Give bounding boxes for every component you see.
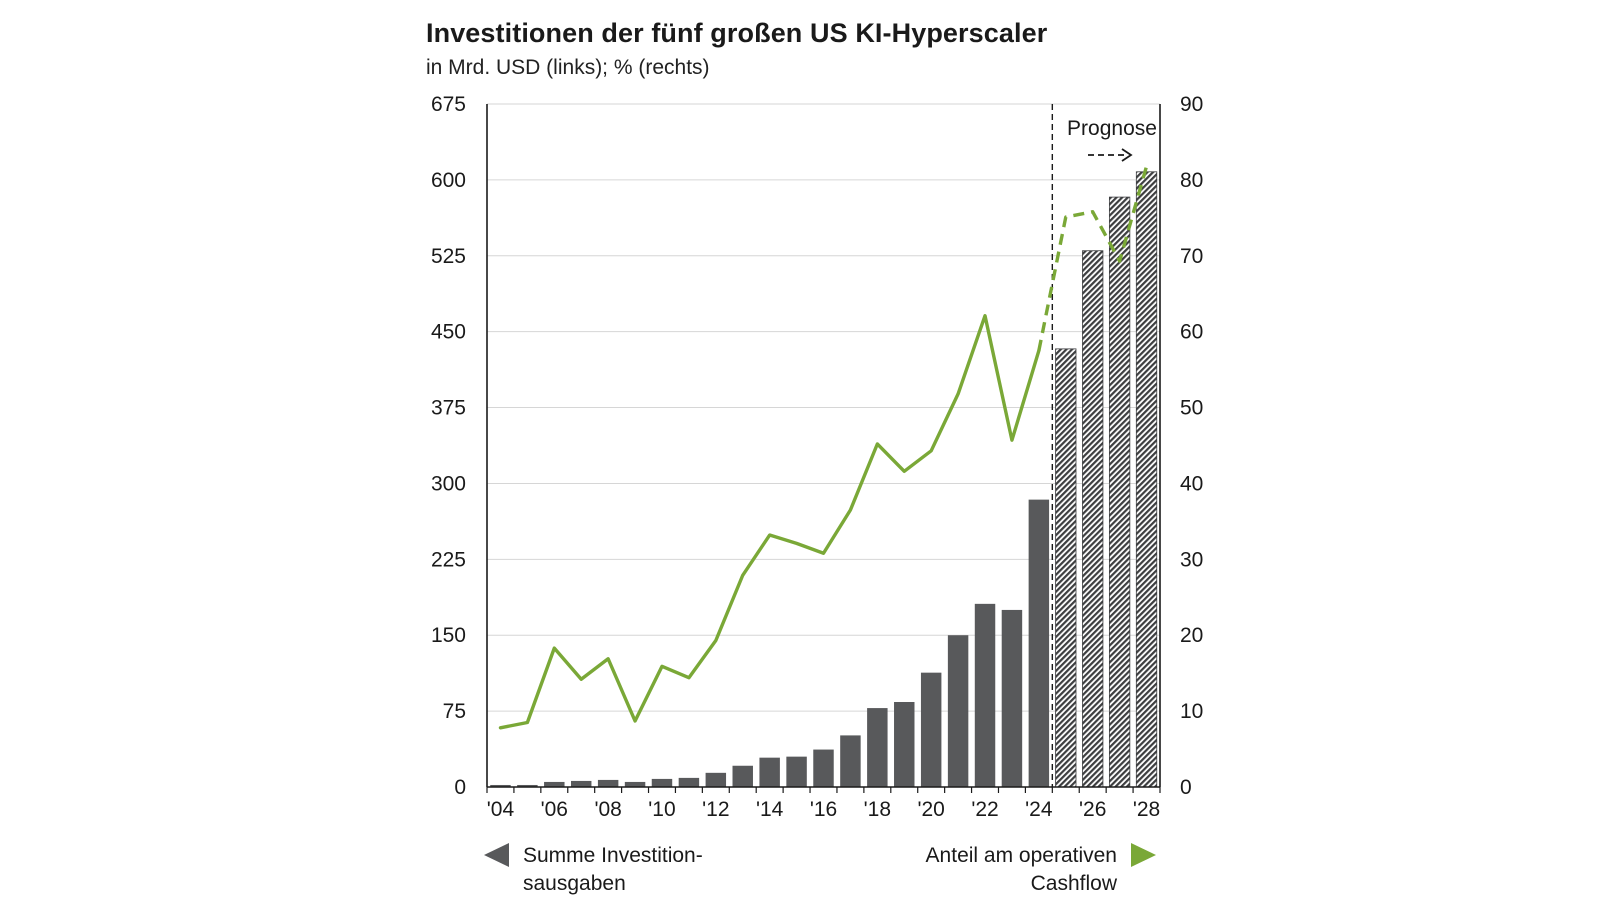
line-forecast: [1037, 165, 1149, 351]
bar-2009: [624, 781, 646, 787]
legend-right-marker: [1131, 843, 1156, 867]
bar-2021: [947, 635, 969, 787]
line-series: [498, 165, 1149, 730]
x-tick-label: '12: [702, 798, 729, 821]
x-tick-label: '18: [864, 798, 891, 821]
left-axis-tick-label: 225: [431, 548, 466, 571]
bar-2013: [732, 765, 753, 787]
chart-title: Investitionen der fünf großen US KI-Hype…: [426, 18, 1048, 48]
bar-2019: [894, 702, 915, 787]
legend-left-line2: sausgaben: [523, 872, 626, 895]
bar-2008: [597, 779, 619, 787]
bar-2010: [651, 778, 673, 787]
left-axis-tick-label: 375: [431, 397, 466, 420]
right-axis-tick-label: 50: [1180, 397, 1203, 420]
right-axis-tick-label: 60: [1180, 321, 1203, 344]
bar-2020: [920, 672, 942, 787]
right-axis-tick-label: 30: [1180, 548, 1203, 571]
bar-2016: [813, 749, 834, 787]
legend-left-marker: [484, 843, 509, 867]
left-axis-tick-label: 0: [454, 776, 466, 799]
bar-2024: [1028, 499, 1050, 787]
bar-2023: [1001, 609, 1023, 787]
left-axis-tick-label: 450: [431, 321, 466, 344]
bar-2004: [490, 784, 511, 787]
bar-2014: [759, 757, 780, 787]
x-tick-label: '24: [1025, 798, 1053, 821]
x-tick-label: '20: [917, 798, 944, 821]
axes: [486, 104, 1161, 793]
forecast-arrow: [1088, 148, 1133, 162]
bar-2011: [678, 777, 700, 787]
bar-2028: [1135, 171, 1158, 788]
x-tick-label: '14: [756, 798, 784, 821]
bar-2018: [867, 708, 888, 787]
x-tick-label: '06: [541, 798, 568, 821]
left-axis-tick-label: 300: [431, 472, 466, 495]
bar-series: [490, 171, 1158, 788]
right-axis-tick-label: 90: [1180, 93, 1203, 116]
x-tick-label: '28: [1133, 798, 1160, 821]
left-axis-tick-label: 525: [431, 245, 466, 268]
legend-right-line1: Anteil am operativen: [926, 844, 1117, 867]
right-axis-tick-label: 10: [1180, 700, 1203, 723]
bar-2005: [517, 784, 538, 787]
right-axis-tick-label: 20: [1180, 624, 1203, 647]
bar-2017: [840, 735, 861, 787]
left-axis-tick-label: 75: [443, 700, 466, 723]
bar-2025: [1055, 348, 1077, 788]
axis-labels: 0 0 75 10 150 20 225 30 300 40 375 50 450 60 525 70 600 8…: [431, 93, 1203, 821]
right-axis-tick-label: 40: [1180, 472, 1203, 495]
right-axis-tick-label: 70: [1180, 245, 1203, 268]
legend-left: Summe Investition- sausgaben: [484, 843, 703, 895]
x-tick-label: '04: [487, 798, 515, 821]
bar-2012: [705, 772, 727, 787]
left-axis-tick-label: 150: [431, 624, 466, 647]
bar-2022: [974, 603, 996, 787]
bar-2026: [1082, 250, 1104, 788]
x-tick-label: '10: [648, 798, 675, 821]
bar-2007: [570, 780, 592, 787]
left-axis-tick-label: 675: [431, 93, 466, 116]
legend-right-line2: Cashflow: [1031, 872, 1118, 895]
legend-left-line1: Summe Investition-: [523, 844, 703, 867]
forecast-label: Prognose: [1067, 117, 1157, 140]
x-tick-label: '16: [810, 798, 837, 821]
left-axis-tick-label: 600: [431, 169, 466, 192]
x-tick-label: '08: [594, 798, 621, 821]
right-axis-tick-label: 0: [1180, 776, 1192, 799]
right-axis-tick-label: 80: [1180, 169, 1203, 192]
line-historical: [498, 314, 1041, 730]
x-tick-label: '26: [1079, 798, 1106, 821]
bar-2006: [544, 781, 565, 787]
bar-2027: [1108, 196, 1131, 788]
chart-subtitle: in Mrd. USD (links); % (rechts): [426, 56, 710, 79]
legend-right: Anteil am operativen Cashflow: [926, 843, 1156, 895]
bar-2015: [786, 756, 807, 787]
x-tick-label: '22: [971, 798, 998, 821]
